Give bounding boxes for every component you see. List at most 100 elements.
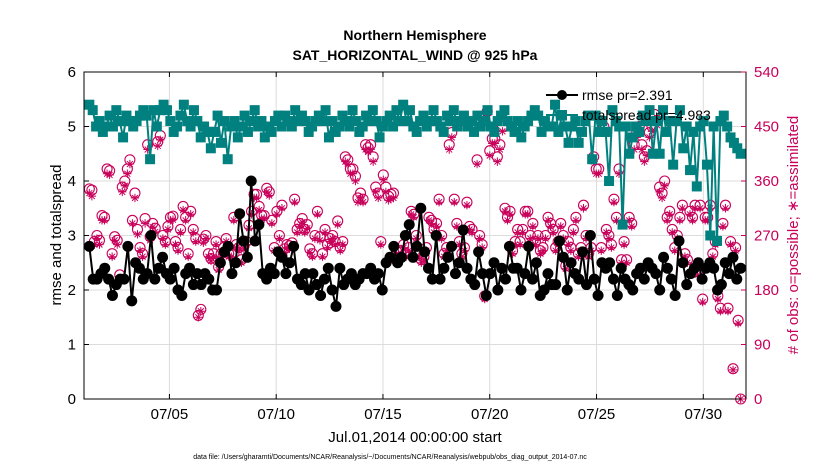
totalspread-point bbox=[124, 116, 135, 127]
obs-assimilated-point bbox=[305, 248, 315, 257]
obs-assimilated-point bbox=[569, 228, 578, 237]
totalspread-point bbox=[87, 105, 98, 116]
obs-assimilated-point bbox=[445, 145, 454, 154]
totalspread-point bbox=[604, 176, 615, 186]
totalspread-point bbox=[536, 126, 547, 137]
obs-assimilated-point bbox=[92, 234, 102, 243]
obs-assimilated-point bbox=[153, 141, 162, 151]
totalspread-point bbox=[418, 110, 429, 121]
obs-assimilated-point bbox=[515, 240, 525, 249]
totalspread-point bbox=[637, 110, 648, 121]
totalspread-point bbox=[516, 132, 527, 143]
totalspread-point bbox=[249, 105, 260, 116]
rmse-point bbox=[708, 262, 720, 274]
obs-assimilated-point bbox=[252, 193, 261, 203]
obs-assimilated-point bbox=[477, 243, 487, 252]
totalspread-point bbox=[590, 110, 601, 121]
obs-assimilated-point bbox=[594, 169, 603, 178]
obs-assimilated-point bbox=[485, 151, 494, 160]
obs-assimilated-point bbox=[452, 222, 462, 231]
obs-assimilated-point bbox=[358, 197, 368, 207]
rmse-point bbox=[434, 273, 446, 285]
obs-assimilated-point bbox=[356, 193, 365, 203]
totalspread-point bbox=[408, 121, 419, 132]
legend: rmse pr=2.391 totalspread pr=4.983 bbox=[546, 87, 711, 123]
rmse-point bbox=[584, 230, 596, 241]
rmse-point bbox=[372, 268, 384, 280]
rmse-point bbox=[149, 273, 161, 285]
rmse-point bbox=[384, 251, 396, 263]
obs-assimilated-point bbox=[265, 191, 274, 200]
obs-assimilated-point bbox=[579, 204, 588, 213]
obs-assimilated-point bbox=[726, 240, 735, 249]
obs-assimilated-point bbox=[698, 297, 707, 307]
rmse-point bbox=[476, 268, 488, 280]
totalspread-point bbox=[489, 126, 500, 137]
obs-assimilated-point bbox=[163, 225, 173, 234]
rmse-point bbox=[330, 300, 342, 312]
rmse-point bbox=[438, 262, 450, 274]
totalspread-point bbox=[91, 121, 102, 132]
obs-assimilated-point bbox=[733, 319, 743, 328]
obs-assimilated-point bbox=[100, 216, 109, 225]
rmse-point bbox=[145, 230, 157, 241]
rmse-point bbox=[484, 268, 496, 280]
totalspread-point bbox=[519, 121, 530, 132]
obs-assimilated-point bbox=[199, 238, 208, 247]
obs-assimilated-point bbox=[102, 169, 112, 178]
totalspread-point bbox=[492, 116, 503, 127]
obs-assimilated-point bbox=[597, 246, 606, 255]
rmse-point bbox=[677, 257, 689, 269]
rmse-point bbox=[103, 273, 115, 285]
obs-assimilated-point bbox=[680, 252, 690, 261]
totalspread-point bbox=[465, 116, 476, 127]
rmse-point bbox=[157, 251, 169, 263]
y-tick-label: 2 bbox=[68, 282, 76, 299]
totalspread-point bbox=[307, 121, 318, 132]
rmse-point bbox=[234, 208, 246, 220]
obs-assimilated-point bbox=[708, 252, 717, 261]
totalspread-point bbox=[509, 126, 520, 137]
obs-assimilated-point bbox=[295, 222, 304, 231]
obs-assimilated-point bbox=[320, 228, 330, 237]
obs-assimilated-point bbox=[551, 246, 560, 255]
totalspread-point bbox=[560, 121, 571, 132]
rmse-point bbox=[249, 235, 261, 247]
data-file-footnote: data file: /Users/gharamti/Documents/NCA… bbox=[193, 454, 587, 461]
obs-assimilated-point bbox=[721, 204, 730, 213]
totalspread-point bbox=[499, 105, 510, 116]
totalspread-point bbox=[469, 126, 480, 137]
obs-assimilated-point bbox=[493, 157, 502, 166]
totalspread-point bbox=[121, 110, 132, 121]
obs-assimilated-point bbox=[343, 159, 353, 169]
obs-assimilated-point bbox=[328, 234, 337, 243]
totalspread-point bbox=[323, 132, 334, 143]
rmse-point bbox=[469, 279, 481, 291]
obs-assimilated-point bbox=[176, 228, 185, 237]
rmse-point bbox=[658, 251, 670, 263]
rmse-point bbox=[511, 262, 523, 274]
totalspread-point bbox=[573, 137, 584, 148]
obs-assimilated-point bbox=[113, 240, 122, 249]
totalspread-point bbox=[172, 121, 183, 132]
rmse-point bbox=[176, 289, 188, 301]
totalspread-point bbox=[394, 116, 405, 127]
rmse-point bbox=[604, 257, 616, 269]
rmse-point bbox=[692, 257, 704, 269]
totalspread-point bbox=[286, 121, 297, 132]
totalspread-point bbox=[357, 121, 368, 132]
obs-assimilated-point bbox=[254, 205, 264, 215]
totalspread-point bbox=[546, 121, 557, 132]
totalspread-point bbox=[644, 105, 655, 116]
obs-assimilated-point bbox=[282, 243, 292, 252]
obs-assimilated-point bbox=[267, 219, 277, 228]
obs-assimilated-point bbox=[716, 306, 725, 316]
totalspread-point bbox=[138, 105, 149, 116]
totalspread-point bbox=[641, 116, 652, 127]
rmse-point bbox=[530, 257, 542, 269]
rmse-point bbox=[515, 284, 527, 296]
obs-assimilated-point bbox=[105, 170, 114, 180]
obs-assimilated-point bbox=[95, 240, 104, 249]
totalspread-point bbox=[583, 110, 594, 121]
y2-tick-label: 540 bbox=[754, 64, 779, 81]
